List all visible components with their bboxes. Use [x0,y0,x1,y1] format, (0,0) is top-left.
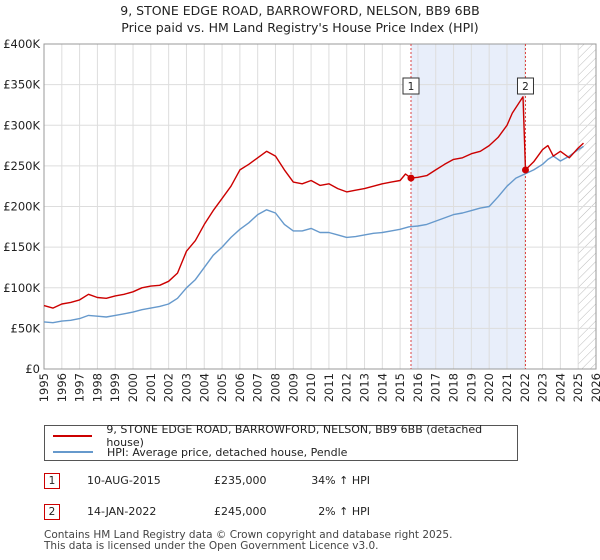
x-tick-label: 2008 [268,373,282,402]
x-tick-label: 2018 [447,373,461,402]
x-tick-label: 2015 [393,373,407,402]
x-tick-label: 1998 [90,373,104,402]
transaction-date: 10-AUG-2015 [87,474,161,487]
x-tick-label: 2017 [429,373,443,402]
series-line-hpi [43,145,584,324]
footer-line: This data is licensed under the Open Gov… [44,540,379,552]
transaction-price: £245,000 [214,505,267,518]
x-tick-label: 2003 [179,373,193,402]
x-tick-label: 2013 [358,373,372,402]
x-tick-label: 2020 [482,373,496,402]
x-tick-label: 2026 [589,373,600,402]
sale-label-box [402,77,420,95]
transaction-price: £235,000 [214,474,267,487]
chart-title: 9, STONE EDGE ROAD, BARROWFORD, NELSON, … [0,2,600,36]
x-tick-label: 2011 [322,373,336,402]
x-tick-label: 2002 [162,373,176,402]
x-tick-label: 2000 [126,373,140,402]
legend-label-hpi: HPI: Average price, detached house, Pend… [107,445,348,459]
x-tick-label: 2023 [536,373,550,402]
footer-attribution: Contains HM Land Registry data © Crown c… [44,530,452,552]
transaction-badge: 2 [44,504,60,520]
y-tick-label: £100K [3,281,40,295]
x-tick-label: 2004 [197,373,211,402]
series-line-property [43,96,584,309]
sale-label: 2 [522,81,529,93]
y-tick-label: £200K [3,200,40,214]
sale-label: 1 [408,81,415,93]
y-tick-label: £250K [3,159,40,173]
price-chart: £0 £50K £100K £150K £200K £250K £300K £350K £400… [3,37,600,402]
x-tick-label: 2022 [518,373,532,402]
x-tick-label: 2001 [144,373,158,402]
x-tick-label: 2019 [464,373,478,402]
x-tick-label: 2016 [411,373,425,402]
x-tick-label: 2012 [340,373,354,402]
x-tick-label: 2007 [251,373,265,402]
sale-point [521,166,529,174]
legend-swatch-hpi [53,451,93,453]
x-tick-label: 2014 [375,373,389,402]
legend-item-hpi: HPI: Average price, detached house, Pend… [53,444,347,460]
x-tick-label: 1999 [108,373,122,402]
x-tick-label: 1996 [55,373,69,402]
x-tick-label: 2025 [571,373,585,402]
x-tick-label: 2021 [500,373,514,402]
x-tick-label: 2009 [286,373,300,402]
y-tick-label: £150K [3,240,40,254]
y-tick-label: £0 [25,362,40,376]
chart-legend: 9, STONE EDGE ROAD, BARROWFORD, NELSON, … [44,423,518,461]
legend-swatch-property [53,435,93,437]
footer-line: Contains HM Land Registry data © Crown c… [44,529,453,541]
transaction-hpi: 34% ↑ HPI [311,474,370,487]
legend-item-property: 9, STONE EDGE ROAD, BARROWFORD, NELSON, … [53,423,517,449]
legend-label-property: 9, STONE EDGE ROAD, BARROWFORD, NELSON, … [106,423,483,449]
y-tick-label: £400K [3,37,40,51]
y-tick-label: £50K [11,321,41,335]
sale-label-box [516,77,534,95]
sale-point [407,174,415,182]
title-line: 9, STONE EDGE ROAD, BARROWFORD, NELSON, … [120,3,480,18]
x-tick-label: 2006 [233,373,247,402]
y-tick-label: £300K [3,118,40,132]
transaction-badge: 1 [44,473,60,489]
transaction-date: 14-JAN-2022 [87,505,157,518]
x-tick-label: 2005 [215,373,229,402]
x-tick-label: 1997 [73,373,87,402]
x-tick-label: 2024 [553,373,567,402]
plot-frame [43,43,597,370]
subtitle-line: Price paid vs. HM Land Registry's House … [121,20,479,35]
transaction-hpi: 2% ↑ HPI [318,505,370,518]
y-tick-label: £350K [3,78,40,92]
x-tick-label: 2010 [304,373,318,402]
x-tick-label: 1995 [37,373,51,402]
